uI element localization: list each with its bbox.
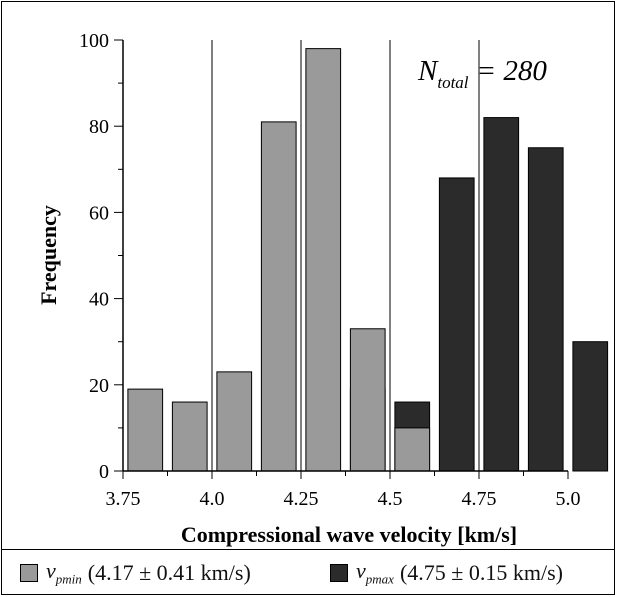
x-tick-label: 4.5	[378, 488, 403, 510]
grid-lines	[211, 40, 480, 471]
legend-symbol: vpmin	[46, 558, 82, 587]
legend-swatch-vpmax	[330, 564, 348, 582]
y-tick-label: 80	[89, 116, 109, 138]
bar-v_pmax-3	[483, 117, 520, 472]
total-count-annotation: Ntotal = 280	[417, 55, 547, 92]
bar-v_pmin-1	[171, 401, 208, 472]
bar-v_pmax-4	[527, 147, 564, 472]
legend-item-vpmin: vpmin (4.17 ± 0.41 km/s)	[20, 553, 251, 593]
y-tick-label: 0	[99, 461, 109, 483]
legend-symbol: vpmax	[356, 558, 394, 587]
tick-labels: 0 20 40 60 80 100 3.75 4.0 4.25 4.5 4.75 5.0	[79, 30, 581, 510]
legend-stats-vpmax: (4.75 ± 0.15 km/s)	[399, 560, 563, 585]
x-tick-label: 4.0	[200, 488, 225, 510]
x-axis-label: Compressional wave velocity [km/s]	[181, 522, 517, 547]
y-tick-label: 20	[89, 375, 109, 397]
legend-stats-vpmin: (4.17 ± 0.41 km/s)	[87, 560, 251, 585]
x-tick-label: 4.75	[462, 488, 497, 510]
bar-v_pmin-2	[216, 371, 253, 472]
total-value: = 280	[477, 55, 548, 87]
legend-divider	[1, 549, 615, 550]
x-tick-label: 5.0	[556, 488, 581, 510]
bar-v_pmax-2	[438, 177, 475, 472]
y-tick-label: 40	[89, 289, 109, 311]
histogram-chart: 0 20 40 60 80 100 3.75 4.0 4.25 4.5 4.75 5.0 Freque…	[36, 30, 609, 547]
bar-v_pmin-5	[349, 328, 386, 472]
bar-v_pmin-3	[260, 121, 297, 472]
x-tick-label: 3.75	[106, 488, 141, 510]
legend-item-vpmax: vpmax (4.75 ± 0.15 km/s)	[330, 553, 563, 593]
axes	[114, 39, 569, 479]
bar-v_pmin-0	[127, 388, 164, 472]
bar-v_pmax-5	[572, 341, 609, 472]
y-tick-label: 60	[89, 202, 109, 224]
y-tick-label: 100	[79, 30, 109, 52]
x-tick-label: 4.25	[284, 488, 319, 510]
y-axis-label: Frequency	[36, 205, 61, 305]
bar-v_pmin-4	[305, 48, 342, 472]
bars	[127, 48, 609, 472]
total-subscript: total	[437, 73, 468, 92]
total-symbol: N	[417, 55, 439, 87]
bar-v_pmin-6	[394, 427, 431, 472]
legend-swatch-vpmin	[20, 564, 38, 582]
